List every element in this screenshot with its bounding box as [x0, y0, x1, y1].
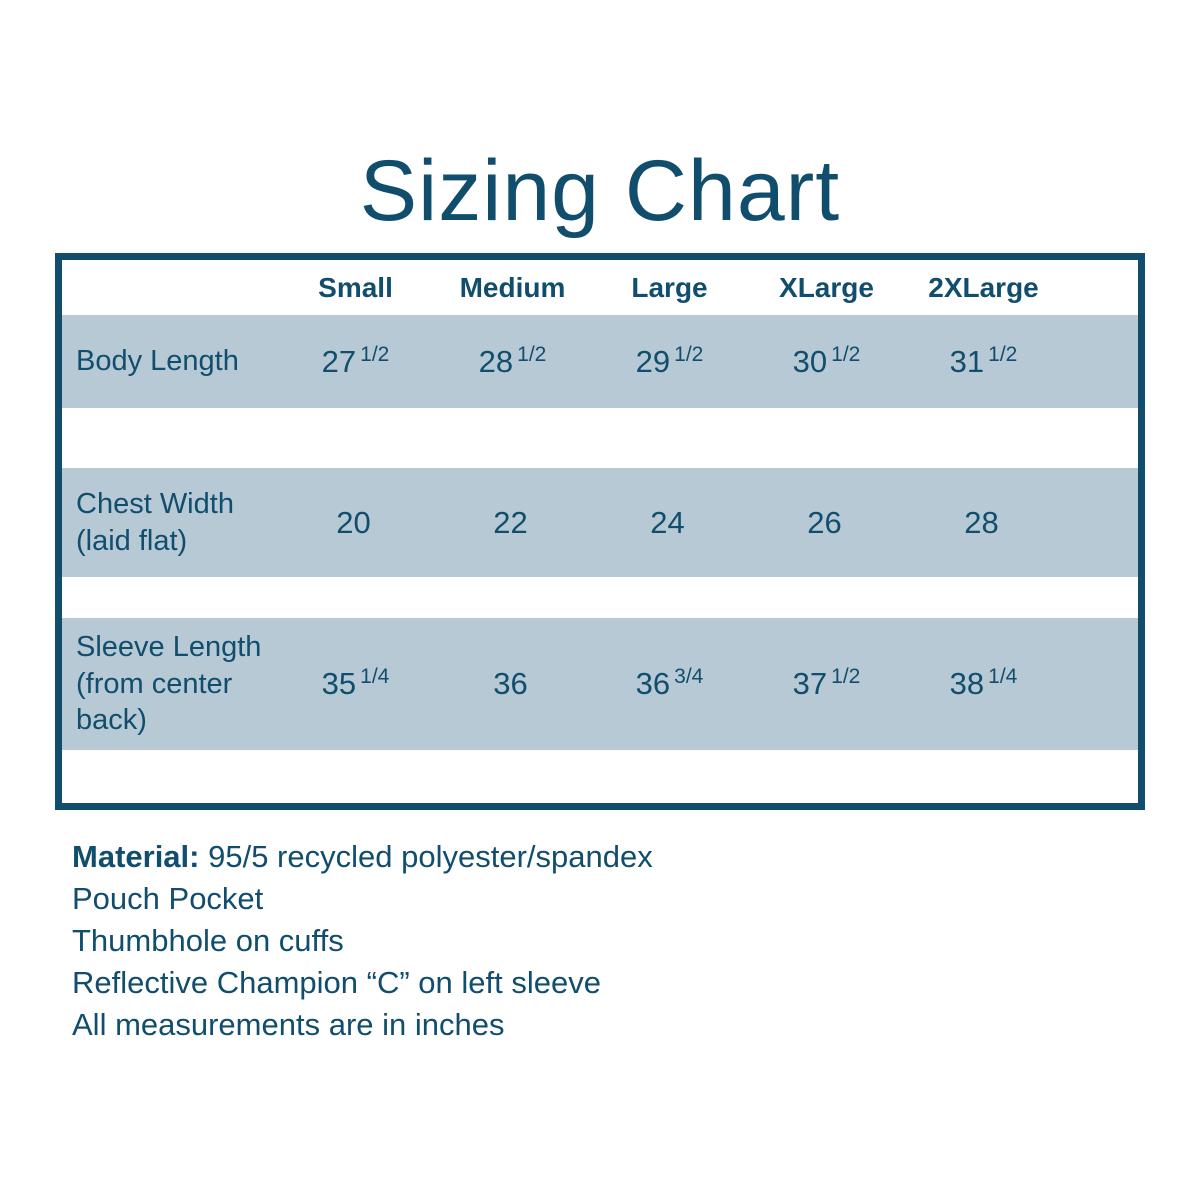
size-value-cell: 28 — [905, 505, 1062, 541]
size-value-cell: 29 1/2 — [591, 342, 748, 380]
size-value-cell: 24 — [591, 505, 748, 541]
note-line: Reflective Champion “C” on left sleeve — [72, 965, 601, 1000]
note-line: All measurements are in inches — [72, 1007, 505, 1042]
sizing-table: Small Medium Large XLarge 2XLarge Body L… — [55, 253, 1145, 810]
column-header-2xlarge: 2XLarge — [928, 271, 1039, 303]
value-whole: 26 — [807, 504, 842, 540]
table-row-chest-width: Chest Width (laid flat) 20 22 24 26 28 — [62, 468, 1138, 577]
column-header-large: Large — [631, 271, 708, 303]
row-gap — [62, 408, 1138, 468]
value-fraction: 1/2 — [360, 342, 390, 366]
value-fraction: 3/4 — [674, 665, 704, 688]
value-whole: 35 — [321, 666, 357, 701]
product-notes: Material: 95/5 recycled polyester/spande… — [72, 836, 653, 1046]
size-value-cell: 35 1/4 — [277, 665, 434, 702]
row-label-sleeve-length: Sleeve Length (from center back) — [76, 631, 262, 737]
value-whole: 36 — [493, 666, 528, 701]
column-header-medium: Medium — [459, 271, 566, 303]
value-whole: 27 — [321, 343, 357, 379]
table-header-row: Small Medium Large XLarge 2XLarge — [62, 260, 1138, 315]
row-gap — [62, 577, 1138, 618]
value-whole: 31 — [949, 343, 985, 379]
column-header-xlarge: XLarge — [779, 271, 874, 303]
size-value-cell: 26 — [748, 505, 905, 541]
size-value-cell: 30 1/2 — [748, 342, 905, 380]
size-value-cell: 36 — [434, 666, 591, 702]
note-line: Pouch Pocket — [72, 881, 264, 916]
value-fraction: 1/2 — [831, 342, 861, 366]
size-value-cell: 22 — [434, 505, 591, 541]
value-fraction: 1/2 — [517, 342, 547, 366]
table-row-body-length: Body Length 27 1/2 28 1/2 29 1/2 30 1/2 31 1/… — [62, 315, 1138, 408]
note-material: Material: 95/5 recycled polyester/spande… — [72, 836, 653, 878]
row-label-chest-width: Chest Width (laid flat) — [76, 487, 234, 557]
material-value: 95/5 recycled polyester/spandex — [208, 839, 653, 874]
column-header-small: Small — [318, 271, 393, 303]
size-value-cell: 37 1/2 — [748, 665, 905, 702]
value-fraction: 1/2 — [988, 342, 1018, 366]
row-gap — [62, 750, 1138, 803]
value-whole: 36 — [635, 666, 671, 701]
note-line: Thumbhole on cuffs — [72, 923, 344, 958]
value-whole: 29 — [635, 343, 671, 379]
value-fraction: 1/2 — [831, 665, 861, 688]
size-value-cell: 31 1/2 — [905, 342, 1062, 380]
size-value-cell: 27 1/2 — [277, 342, 434, 380]
value-whole: 30 — [792, 343, 828, 379]
size-value-cell: 20 — [277, 505, 434, 541]
size-value-cell: 36 3/4 — [591, 665, 748, 702]
row-label-body-length: Body Length — [76, 345, 239, 378]
value-fraction: 1/4 — [360, 665, 390, 688]
size-value-cell: 38 1/4 — [905, 665, 1062, 702]
value-whole: 37 — [792, 666, 828, 701]
value-whole: 22 — [493, 504, 528, 540]
size-value-cell: 28 1/2 — [434, 342, 591, 380]
value-fraction: 1/2 — [674, 342, 704, 366]
value-whole: 38 — [949, 666, 985, 701]
value-fraction: 1/4 — [988, 665, 1018, 688]
value-whole: 28 — [478, 343, 514, 379]
table-row-sleeve-length: Sleeve Length (from center back) 35 1/4 3… — [62, 618, 1138, 750]
value-whole: 24 — [650, 504, 685, 540]
page-title: Sizing Chart — [359, 143, 841, 239]
value-whole: 20 — [336, 504, 371, 540]
value-whole: 28 — [964, 504, 999, 540]
material-label: Material: — [72, 839, 200, 874]
